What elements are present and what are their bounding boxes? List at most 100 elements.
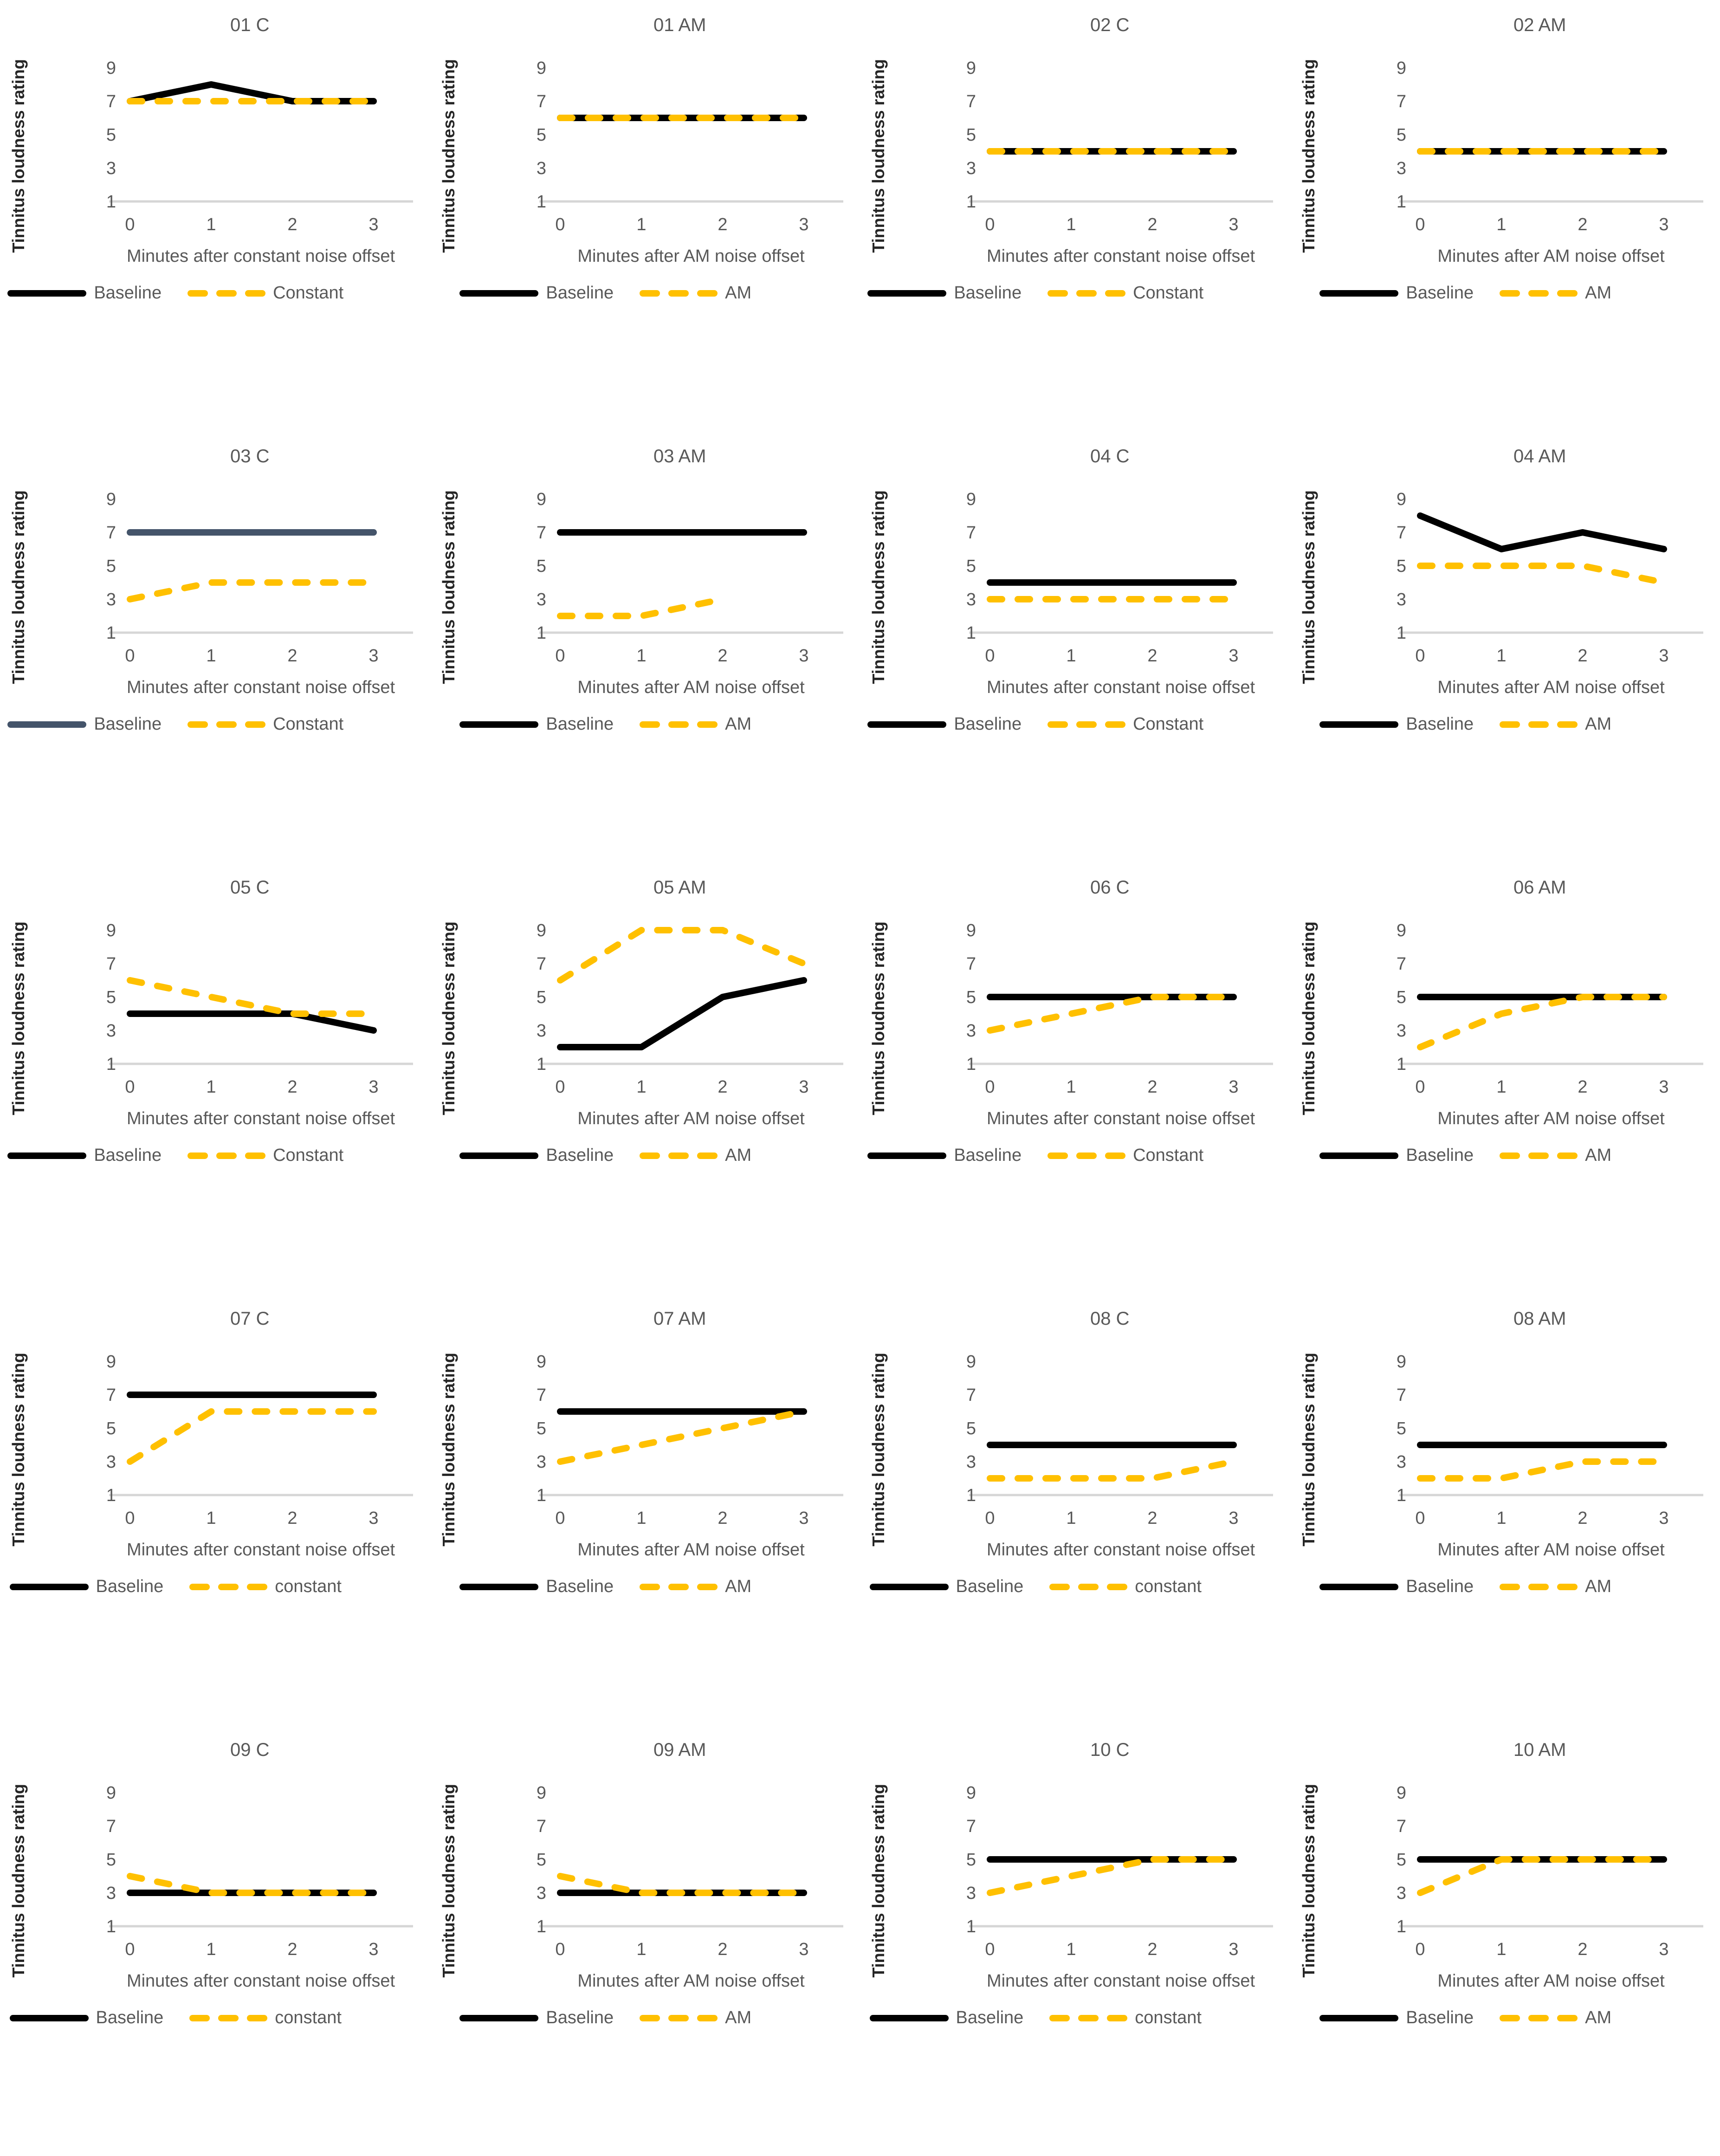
y-tick-label: 7: [536, 954, 546, 974]
y-tick-label: 5: [966, 557, 976, 576]
x-tick-label: 0: [125, 1940, 135, 1959]
treatment-legend-swatch: [1048, 290, 1126, 297]
y-tick-label: 7: [966, 523, 976, 543]
y-tick-label: 5: [106, 125, 116, 145]
treatment-legend-label: Constant: [273, 714, 344, 734]
chart-cell: 05 AM 9 7 5 3 1 0 1 2 3 Minutes after AM noise of…: [430, 862, 860, 1294]
x-tick-label: 0: [985, 1509, 995, 1528]
y-tick-label: 1: [106, 192, 116, 212]
baseline-legend-label: Baseline: [94, 283, 162, 303]
chart-legend: Baseline AM: [1290, 714, 1642, 734]
y-tick-label: 5: [1396, 557, 1406, 576]
y-tick-label: 1: [536, 1055, 546, 1074]
x-tick-label: 0: [555, 1077, 565, 1097]
x-axis-label: Minutes after AM noise offset: [577, 1109, 805, 1128]
chart-legend: Baseline AM: [1290, 2008, 1642, 2028]
y-tick-label: 5: [536, 988, 546, 1007]
y-tick-label: 7: [106, 92, 116, 111]
x-axis-label: Minutes after AM noise offset: [577, 246, 805, 266]
y-tick-label: 5: [106, 1419, 116, 1438]
y-tick-label: 1: [106, 1917, 116, 1936]
baseline-legend-swatch: [1319, 290, 1399, 297]
chart-cell: 01 C 9 7 5 3 1 0 1 2 3 Minutes after constant noi…: [0, 0, 430, 431]
x-tick-label: 2: [287, 215, 297, 234]
x-axis-label: Minutes after constant noise offset: [987, 246, 1255, 266]
treatment-legend-label: AM: [1585, 1577, 1612, 1596]
x-tick-label: 2: [1578, 1077, 1587, 1097]
y-tick-label: 3: [1396, 159, 1406, 178]
x-axis-label: Minutes after constant noise offset: [987, 678, 1255, 697]
x-tick-label: 2: [287, 646, 297, 666]
baseline-legend-label: Baseline: [96, 2008, 164, 2027]
x-axis-label: Minutes after constant noise offset: [987, 1540, 1255, 1560]
treatment-legend-swatch: [640, 2014, 718, 2021]
treatment-legend-swatch: [1500, 1152, 1578, 1159]
chart-title: 07 AM: [653, 1308, 706, 1329]
chart-legend: Baseline constant: [860, 2008, 1211, 2028]
treatment-line: [1416, 1458, 1667, 1482]
y-tick-label: 3: [106, 1452, 116, 1472]
chart-cell: 01 AM 9 7 5 3 1 0 1 2 3 Minutes after AM noise of…: [430, 0, 860, 431]
y-axis-label: Tinnitus loudness rating: [9, 490, 28, 684]
y-tick-label: 7: [1396, 1386, 1406, 1405]
x-tick-label: 2: [287, 1509, 297, 1528]
treatment-legend-swatch: [188, 721, 266, 728]
x-tick-label: 2: [1578, 215, 1587, 234]
x-tick-label: 3: [1229, 1509, 1238, 1528]
baseline-legend-swatch: [869, 2014, 949, 2021]
x-tick-label: 3: [1659, 1509, 1668, 1528]
treatment-legend-label: Constant: [1133, 283, 1204, 303]
y-tick-label: 3: [1396, 1884, 1406, 1903]
x-tick-label: 3: [369, 1509, 378, 1528]
chart-title: 07 C: [230, 1308, 270, 1329]
chart-cell: 04 C 9 7 5 3 1 0 1 2 3 Minutes after constant noi…: [860, 431, 1290, 862]
baseline-legend-label: Baseline: [94, 714, 162, 734]
x-tick-label: 3: [1229, 646, 1238, 666]
y-axis-label: Tinnitus loudness rating: [9, 921, 28, 1115]
chart-cell: 06 C 9 7 5 3 1 0 1 2 3 Minutes after constant noi…: [860, 862, 1290, 1294]
y-tick-label: 9: [536, 58, 546, 78]
y-tick-label: 5: [1396, 1419, 1406, 1438]
chart-legend: Baseline AM: [430, 1577, 782, 1597]
baseline-legend-swatch: [1319, 2014, 1399, 2021]
y-tick-label: 1: [536, 1917, 546, 1936]
chart-title: 08 AM: [1513, 1308, 1566, 1329]
treatment-legend-label: AM: [1585, 714, 1612, 734]
x-tick-label: 0: [985, 646, 995, 666]
x-tick-label: 1: [1066, 1940, 1076, 1959]
treatment-line: [556, 1408, 807, 1465]
x-axis-label: Minutes after constant noise offset: [987, 1971, 1255, 1991]
treatment-legend-label: AM: [1585, 2008, 1612, 2027]
x-tick-label: 3: [799, 1077, 808, 1097]
chart-title: 02 AM: [1513, 15, 1566, 35]
y-tick-label: 1: [106, 1055, 116, 1074]
x-tick-label: 3: [369, 215, 378, 234]
y-axis-label: Tinnitus loudness rating: [869, 921, 888, 1115]
y-tick-label: 1: [966, 1486, 976, 1505]
chart-cell: 08 AM 9 7 5 3 1 0 1 2 3 Minutes after AM noise of…: [1290, 1294, 1720, 1725]
chart-legend: Baseline AM: [1290, 1577, 1642, 1597]
x-tick-label: 1: [206, 1509, 216, 1528]
treatment-legend-swatch: [1500, 721, 1578, 728]
y-tick-label: 1: [1396, 623, 1406, 643]
x-axis-label: Minutes after constant noise offset: [127, 1109, 395, 1128]
baseline-line: [1416, 512, 1667, 552]
chart-title: 04 C: [1090, 446, 1130, 466]
y-tick-label: 9: [966, 58, 976, 78]
treatment-legend-swatch: [640, 290, 718, 297]
baseline-legend-label: Baseline: [546, 283, 614, 303]
chart-cell: 05 C 9 7 5 3 1 0 1 2 3 Minutes after constant noi…: [0, 862, 430, 1294]
y-axis-label: Tinnitus loudness rating: [1299, 921, 1318, 1115]
y-tick-label: 1: [966, 192, 976, 212]
treatment-line: [987, 994, 1237, 1034]
y-axis-label: Tinnitus loudness rating: [869, 1353, 888, 1546]
x-axis-label: Minutes after AM noise offset: [577, 1540, 805, 1560]
